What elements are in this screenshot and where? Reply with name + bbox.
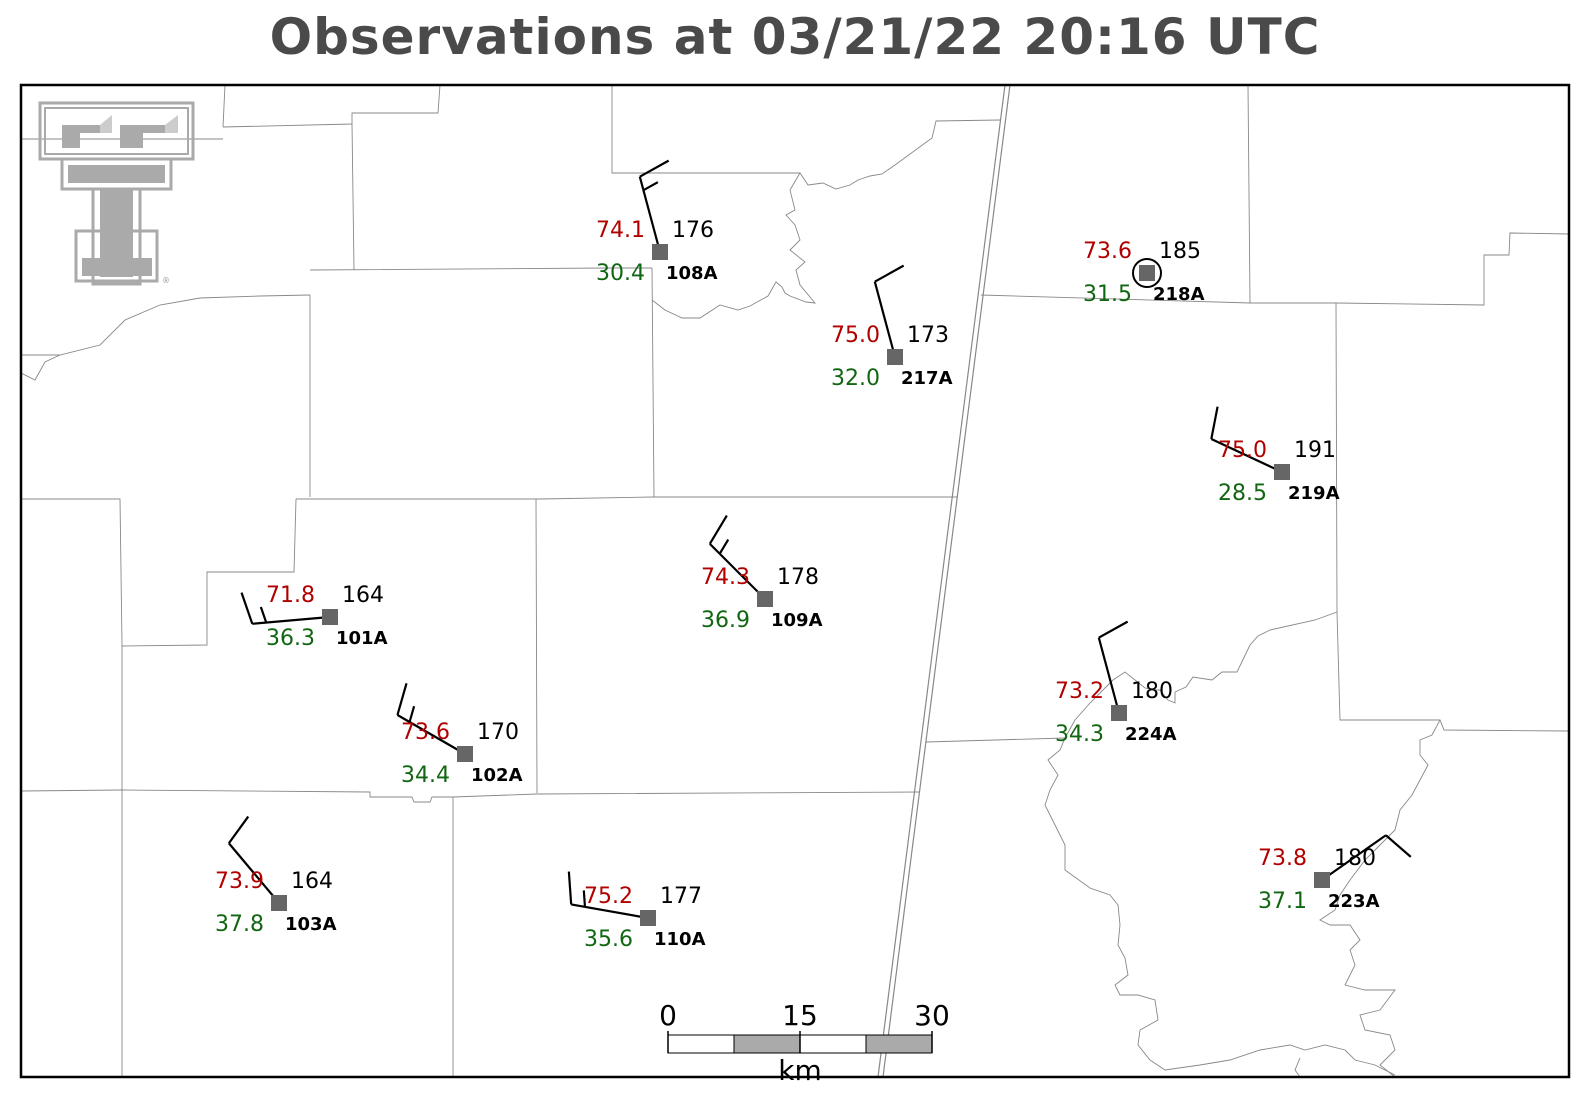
station-id-label: 110A xyxy=(654,929,706,950)
station-219A: 75.0 191 28.5 219A xyxy=(1210,406,1340,506)
university-logo: ® xyxy=(38,101,195,286)
dewpoint-label: 36.9 xyxy=(701,608,750,633)
station-marker xyxy=(457,746,473,762)
station-marker xyxy=(271,895,287,911)
wind-barb-half xyxy=(582,890,587,907)
wind-barb-full xyxy=(1210,406,1219,440)
wind-barb-shaft xyxy=(1210,438,1283,473)
wind-barb-full xyxy=(396,682,408,716)
dewpoint-label: 28.5 xyxy=(1218,481,1267,506)
scale-label-0: 0 xyxy=(659,999,677,1032)
station-101A: 71.8 164 36.3 101A xyxy=(240,583,388,651)
temperature-label: 74.1 xyxy=(596,218,645,243)
wind-barb-full xyxy=(1098,620,1129,639)
station-110A: 75.2 177 35.6 110A xyxy=(567,871,706,952)
dewpoint-label: 36.3 xyxy=(266,626,315,651)
scale-label-30: 30 xyxy=(914,999,950,1032)
temperature-label: 75.0 xyxy=(831,323,880,348)
dewpoint-label: 35.6 xyxy=(584,927,633,952)
station-id-label: 109A xyxy=(771,610,823,631)
wind-barb-shaft xyxy=(228,842,280,904)
pressure-label: 180 xyxy=(1334,846,1376,871)
pressure-label: 176 xyxy=(672,218,714,243)
dewpoint-label: 31.5 xyxy=(1083,282,1132,307)
pressure-label: 178 xyxy=(777,565,819,590)
pressure-label: 180 xyxy=(1131,679,1173,704)
pressure-label: 177 xyxy=(660,884,702,909)
pressure-label: 170 xyxy=(477,720,519,745)
scale-unit: km xyxy=(778,1054,822,1087)
station-103A: 73.9 164 37.8 103A xyxy=(215,815,337,937)
wind-barb-shaft xyxy=(1321,834,1387,881)
temperature-label: 73.6 xyxy=(401,720,450,745)
map-frame xyxy=(19,83,1571,1079)
station-id-label: 103A xyxy=(285,914,337,935)
temperature-label: 73.8 xyxy=(1258,846,1307,871)
scale-bar: 0 15 30 km xyxy=(659,999,950,1087)
station-102A: 73.6 170 34.4 102A xyxy=(396,682,523,788)
registered-mark: ® xyxy=(162,276,170,285)
temperature-label: 75.0 xyxy=(1218,438,1267,463)
dewpoint-label: 30.4 xyxy=(596,261,645,286)
wind-barb-full xyxy=(240,592,254,625)
station-218A: 73.6 185 31.5 218A xyxy=(1083,239,1205,307)
station-marker xyxy=(640,910,656,926)
wind-barb-full xyxy=(708,514,728,545)
station-id-label: 224A xyxy=(1125,724,1177,745)
station-109A: 74.3 178 36.9 109A xyxy=(701,514,823,633)
wind-barb-full xyxy=(1385,834,1412,858)
station-108A: 74.1 176 30.4 108A xyxy=(596,159,718,286)
station-id-label: 108A xyxy=(666,263,718,284)
station-id-label: 101A xyxy=(336,628,388,649)
pressure-label: 173 xyxy=(907,323,949,348)
scale-label-15: 15 xyxy=(782,999,818,1032)
station-marker xyxy=(887,349,903,365)
station-224A: 73.2 180 34.3 224A xyxy=(1055,620,1177,747)
station-marker xyxy=(1111,705,1127,721)
wind-barb-shaft xyxy=(1097,637,1121,714)
map-title: Observations at 03/21/22 20:16 UTC xyxy=(269,8,1321,66)
calm-wind-circle xyxy=(1132,258,1162,288)
station-plots: 74.1 176 30.4 108A 73.6 185 31.5 218A 75.0 173 32.… xyxy=(215,159,1412,952)
wind-barb-full xyxy=(874,264,905,283)
station-marker xyxy=(1139,265,1155,281)
station-223A: 73.8 180 37.1 223A xyxy=(1258,834,1412,914)
wind-barb-full xyxy=(227,815,250,844)
dewpoint-label: 32.0 xyxy=(831,366,880,391)
station-marker xyxy=(757,591,773,607)
wind-barb-full xyxy=(639,159,670,178)
temperature-label: 75.2 xyxy=(584,884,633,909)
temperature-label: 73.6 xyxy=(1083,239,1132,264)
temperature-label: 73.2 xyxy=(1055,679,1104,704)
station-marker xyxy=(1274,464,1290,480)
station-marker xyxy=(1314,872,1330,888)
pressure-label: 164 xyxy=(342,583,384,608)
dewpoint-label: 37.8 xyxy=(215,912,264,937)
pressure-label: 185 xyxy=(1159,239,1201,264)
station-id-label: 219A xyxy=(1288,483,1340,504)
station-marker xyxy=(322,609,338,625)
station-id-label: 218A xyxy=(1153,284,1205,305)
wind-barb-full xyxy=(567,871,573,905)
temperature-label: 73.9 xyxy=(215,869,264,894)
station-id-label: 223A xyxy=(1328,891,1380,912)
temperature-label: 74.3 xyxy=(701,565,750,590)
dewpoint-label: 37.1 xyxy=(1258,889,1307,914)
temperature-label: 71.8 xyxy=(266,583,315,608)
pressure-label: 191 xyxy=(1294,438,1336,463)
dewpoint-label: 34.4 xyxy=(401,763,450,788)
wind-barb-shaft xyxy=(873,281,897,358)
wind-barb-half xyxy=(642,181,659,192)
pressure-label: 164 xyxy=(291,869,333,894)
dewpoint-label: 34.3 xyxy=(1055,722,1104,747)
wind-barb-half xyxy=(259,606,268,623)
station-id-label: 102A xyxy=(471,765,523,786)
station-marker xyxy=(652,244,668,260)
county-borders xyxy=(21,85,1569,1077)
station-id-label: 217A xyxy=(901,368,953,389)
wind-barb-half xyxy=(718,539,730,555)
station-217A: 75.0 173 32.0 217A xyxy=(831,264,953,391)
wind-barb-half xyxy=(408,705,416,723)
